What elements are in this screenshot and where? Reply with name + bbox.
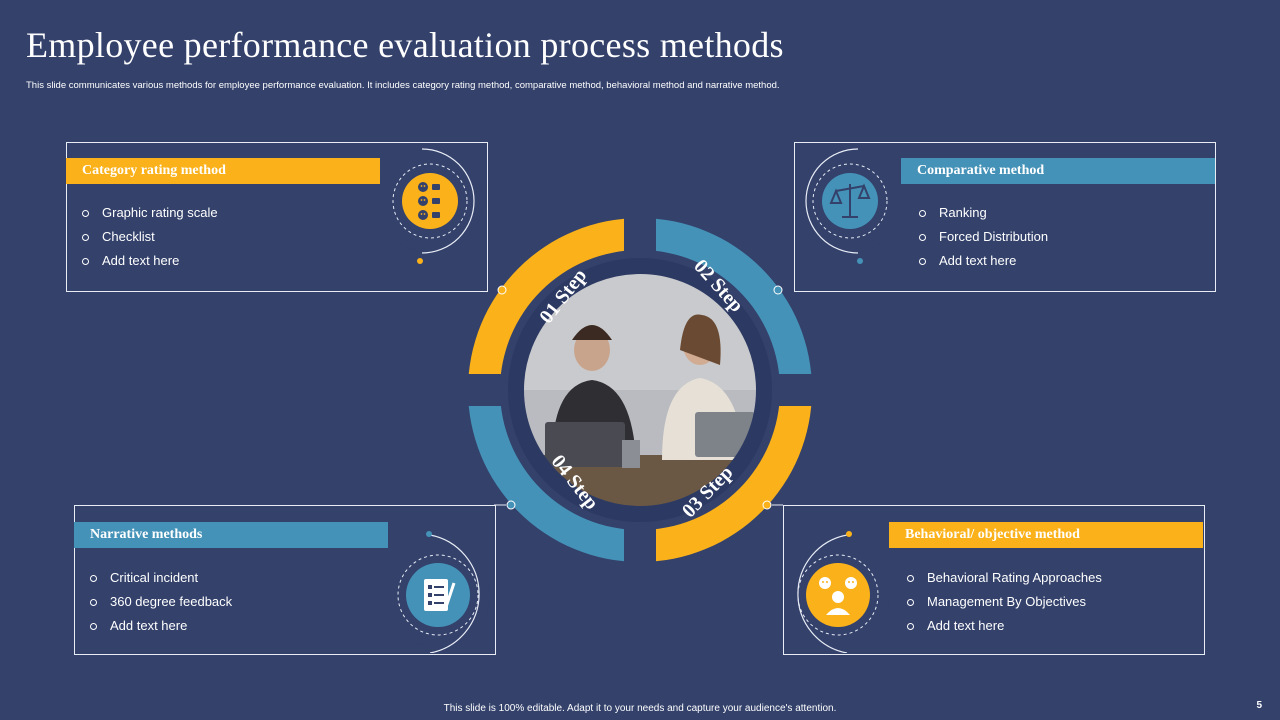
- step-segment-1: [468, 218, 624, 374]
- rating-feedback-icon-badge: [380, 148, 482, 264]
- checklist-document-icon-badge: [388, 531, 490, 653]
- slide-footer: This slide is 100% editable. Adapt it to…: [443, 703, 837, 714]
- people-emotion-icon-badge: [786, 531, 890, 653]
- people-emotion-icon: [819, 577, 857, 615]
- list-item: Critical incident: [90, 566, 232, 590]
- comparative-list: Ranking Forced Distribution Add text her…: [919, 201, 1048, 273]
- behavioral-header: Behavioral/ objective method: [889, 522, 1203, 548]
- list-item: Add text here: [919, 249, 1048, 273]
- page-number: 5: [1256, 700, 1262, 711]
- step-segment-4: [468, 406, 624, 562]
- list-item: Add text here: [82, 249, 218, 273]
- comparative-header: Comparative method: [901, 158, 1215, 184]
- list-item: Graphic rating scale: [82, 201, 218, 225]
- slide-subtitle: This slide communicates various methods …: [26, 80, 780, 91]
- narrative-card: [74, 505, 496, 655]
- slide-title: Employee performance evaluation process …: [26, 25, 784, 65]
- behavioral-card: [783, 505, 1205, 655]
- rating-feedback-icon: [418, 182, 440, 220]
- balance-scale-icon-badge: [798, 148, 902, 264]
- checklist-document-icon: [424, 579, 456, 611]
- list-item: Checklist: [82, 225, 218, 249]
- list-item: Behavioral Rating Approaches: [907, 566, 1102, 590]
- step-segment-3: [656, 406, 812, 562]
- category-rating-list: Graphic rating scale Checklist Add text …: [82, 201, 218, 273]
- list-item: Management By Objectives: [907, 590, 1102, 614]
- list-item: Add text here: [90, 614, 232, 638]
- list-item: Add text here: [907, 614, 1102, 638]
- comparative-card: [794, 142, 1216, 292]
- step-segment-2: [656, 218, 812, 374]
- narrative-header: Narrative methods: [74, 522, 388, 548]
- category-rating-card: [66, 142, 488, 292]
- list-item: 360 degree feedback: [90, 590, 232, 614]
- balance-scale-icon: [829, 183, 871, 218]
- category-rating-header: Category rating method: [66, 158, 380, 184]
- list-item: Forced Distribution: [919, 225, 1048, 249]
- narrative-list: Critical incident 360 degree feedback Ad…: [90, 566, 232, 638]
- behavioral-list: Behavioral Rating Approaches Management …: [907, 566, 1102, 638]
- list-item: Ranking: [919, 201, 1048, 225]
